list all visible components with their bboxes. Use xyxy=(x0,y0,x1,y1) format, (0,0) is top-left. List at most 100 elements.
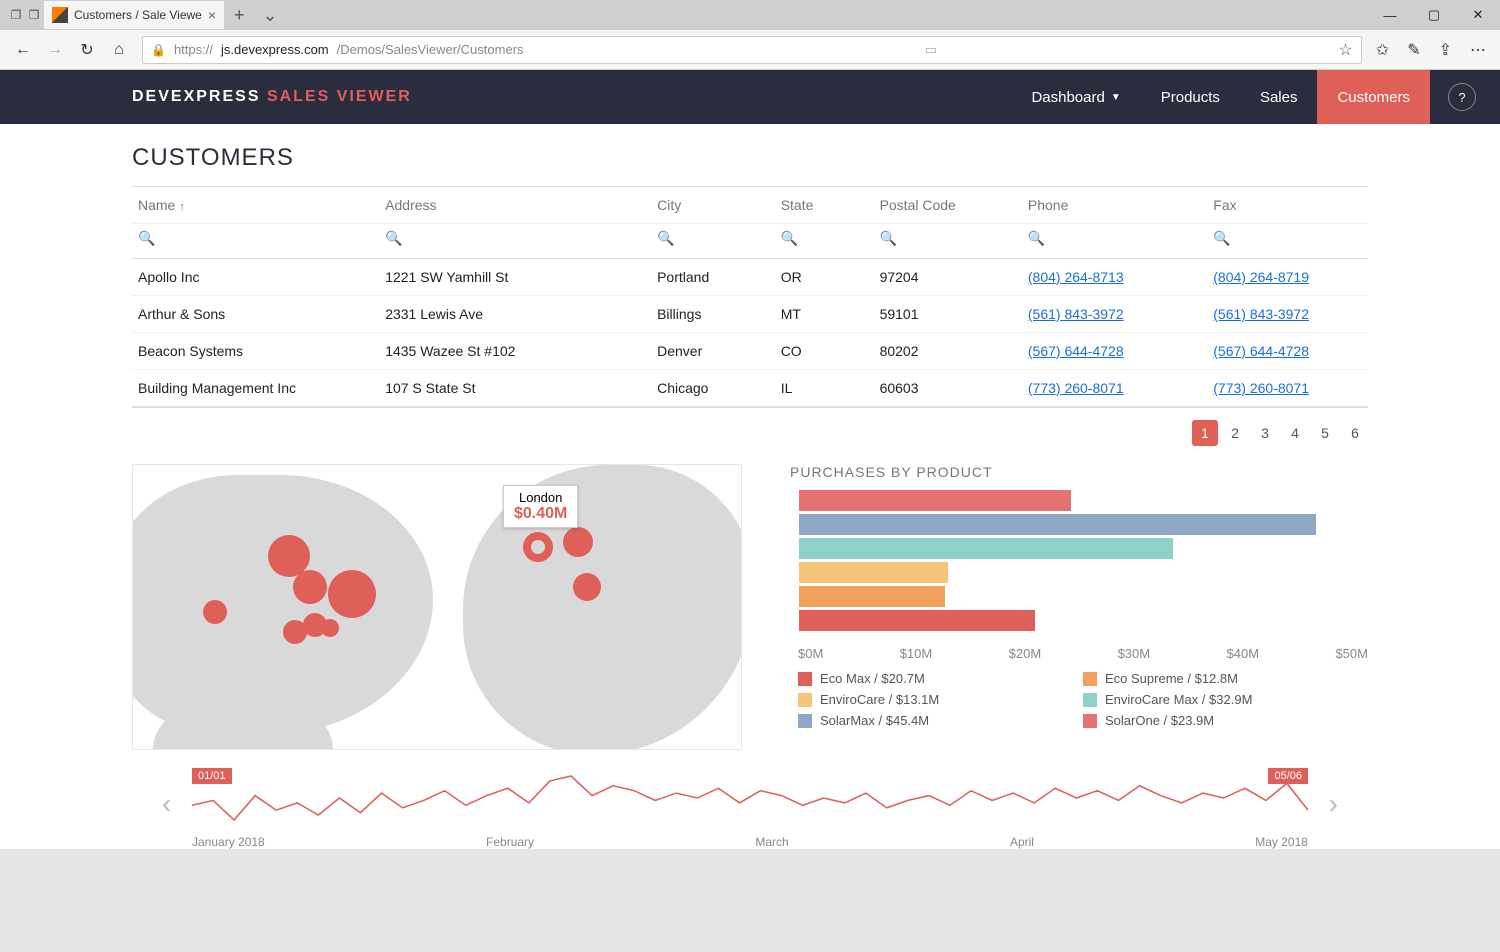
chart-title: PURCHASES BY PRODUCT xyxy=(790,464,1368,480)
page-button[interactable]: 1 xyxy=(1192,420,1218,446)
table-cell: Billings xyxy=(651,296,775,333)
bar-row[interactable] xyxy=(799,562,1368,583)
reading-icon[interactable]: ▭ xyxy=(925,42,937,58)
share-icon[interactable]: ⇪ xyxy=(1439,40,1452,60)
legend-item[interactable]: EnviroCare Max / $32.9M xyxy=(1083,692,1368,707)
search-icon[interactable]: 🔍 xyxy=(1213,230,1230,246)
cascade-icon[interactable]: ❐ xyxy=(8,8,24,22)
search-icon[interactable]: 🔍 xyxy=(385,230,402,246)
search-icon[interactable]: 🔍 xyxy=(657,230,674,246)
search-icon[interactable]: 🔍 xyxy=(880,230,897,246)
search-icon[interactable]: 🔍 xyxy=(138,230,155,246)
customers-grid: Name↑AddressCityStatePostal CodePhoneFax… xyxy=(132,186,1368,408)
timeline-month-label: April xyxy=(1010,835,1034,849)
page-button[interactable]: 6 xyxy=(1342,420,1368,446)
home-button[interactable]: ⌂ xyxy=(110,41,128,59)
timeline-start-handle[interactable]: 01/01 xyxy=(192,768,232,784)
column-header[interactable]: Address xyxy=(379,187,651,224)
nav-item-customers[interactable]: Customers xyxy=(1317,70,1430,124)
table-cell: Building Management Inc xyxy=(132,370,379,408)
fax-link[interactable]: (567) 644-4728 xyxy=(1213,343,1309,359)
browser-tab[interactable]: Customers / Sale Viewe × xyxy=(44,1,224,29)
timeline-prev-button[interactable]: ‹ xyxy=(162,788,171,820)
bar-chart[interactable] xyxy=(798,490,1368,640)
page-button[interactable]: 4 xyxy=(1282,420,1308,446)
map-bubble[interactable] xyxy=(563,527,593,557)
close-window-button[interactable]: ✕ xyxy=(1456,0,1500,30)
fax-link[interactable]: (804) 264-8719 xyxy=(1213,269,1309,285)
phone-link[interactable]: (773) 260-8071 xyxy=(1028,380,1124,396)
table-row[interactable]: Apollo Inc1221 SW Yamhill StPortlandOR97… xyxy=(132,259,1368,296)
fax-link[interactable]: (773) 260-8071 xyxy=(1213,380,1309,396)
legend-item[interactable]: Eco Max / $20.7M xyxy=(798,671,1083,686)
map-bubble[interactable] xyxy=(328,570,376,618)
forward-button[interactable]: → xyxy=(46,41,64,59)
timeline-next-button[interactable]: › xyxy=(1329,788,1338,820)
legend-item[interactable]: EnviroCare / $13.1M xyxy=(798,692,1083,707)
cascade2-icon[interactable]: ❐ xyxy=(26,8,42,22)
help-button[interactable]: ? xyxy=(1448,83,1476,111)
table-cell: Apollo Inc xyxy=(132,259,379,296)
legend-item[interactable]: SolarMax / $45.4M xyxy=(798,713,1083,728)
timeline-month-label: February xyxy=(486,835,534,849)
column-header[interactable]: State xyxy=(775,187,874,224)
nav-item-dashboard[interactable]: Dashboard▼ xyxy=(1011,70,1140,124)
maximize-button[interactable]: ▢ xyxy=(1412,0,1456,30)
map-bubble[interactable] xyxy=(203,600,227,624)
map-bubble[interactable] xyxy=(573,573,601,601)
tabs-dropdown-icon[interactable]: ⌄ xyxy=(255,5,286,26)
notes-icon[interactable]: ✎ xyxy=(1407,40,1420,60)
bar-row[interactable] xyxy=(799,538,1368,559)
refresh-button[interactable]: ↻ xyxy=(78,40,96,60)
legend-item[interactable]: Eco Supreme / $12.8M xyxy=(1083,671,1368,686)
legend-item[interactable]: SolarOne / $23.9M xyxy=(1083,713,1368,728)
favorite-icon[interactable]: ☆ xyxy=(1338,40,1352,60)
more-icon[interactable]: ⋯ xyxy=(1470,40,1486,60)
table-row[interactable]: Arthur & Sons2331 Lewis AveBillingsMT591… xyxy=(132,296,1368,333)
bar-row[interactable] xyxy=(799,490,1368,511)
back-button[interactable]: ← xyxy=(14,41,32,59)
close-tab-icon[interactable]: × xyxy=(208,7,216,23)
nav-item-products[interactable]: Products xyxy=(1141,70,1240,124)
timeline-axis: January 2018FebruaryMarchAprilMay 2018 xyxy=(192,835,1308,849)
url-host: js.devexpress.com xyxy=(221,42,329,57)
legend-swatch xyxy=(798,693,812,707)
brand-logo[interactable]: DEVEXPRESS SALES VIEWER xyxy=(132,88,412,106)
table-row[interactable]: Building Management Inc107 S State StChi… xyxy=(132,370,1368,408)
table-cell: IL xyxy=(775,370,874,408)
phone-link[interactable]: (804) 264-8713 xyxy=(1028,269,1124,285)
page-button[interactable]: 2 xyxy=(1222,420,1248,446)
table-row[interactable]: Beacon Systems1435 Wazee St #102DenverCO… xyxy=(132,333,1368,370)
column-header[interactable]: City xyxy=(651,187,775,224)
column-header[interactable]: Postal Code xyxy=(874,187,1022,224)
nav-item-sales[interactable]: Sales xyxy=(1240,70,1318,124)
bar-row[interactable] xyxy=(799,514,1368,535)
map-bubble[interactable] xyxy=(293,570,327,604)
page-button[interactable]: 3 xyxy=(1252,420,1278,446)
table-cell: Arthur & Sons xyxy=(132,296,379,333)
table-cell: 1221 SW Yamhill St xyxy=(379,259,651,296)
search-icon[interactable]: 🔍 xyxy=(781,230,798,246)
map-bubble[interactable] xyxy=(321,619,339,637)
minimize-button[interactable]: — xyxy=(1368,0,1412,30)
search-icon[interactable]: 🔍 xyxy=(1028,230,1045,246)
timeline-end-handle[interactable]: 05/06 xyxy=(1268,768,1308,784)
app-header: DEVEXPRESS SALES VIEWER Dashboard▼Produc… xyxy=(0,70,1500,124)
map-bubble-selected[interactable] xyxy=(523,532,553,562)
column-header[interactable]: Name↑ xyxy=(132,187,379,224)
new-tab-button[interactable]: + xyxy=(226,5,253,26)
bar-row[interactable] xyxy=(799,586,1368,607)
bar-row[interactable] xyxy=(799,610,1368,631)
page-button[interactable]: 5 xyxy=(1312,420,1338,446)
phone-link[interactable]: (567) 644-4728 xyxy=(1028,343,1124,359)
column-header[interactable]: Fax xyxy=(1207,187,1368,224)
map-panel[interactable]: London$0.40M xyxy=(132,464,742,750)
grid-filter-row: 🔍 🔍 🔍 🔍 🔍 🔍 🔍 xyxy=(132,224,1368,259)
timeline[interactable]: ‹ › 01/01 05/06 January 2018FebruaryMarc… xyxy=(192,770,1308,849)
fax-link[interactable]: (561) 843-3972 xyxy=(1213,306,1309,322)
favorites-icon[interactable]: ✩ xyxy=(1376,40,1389,60)
grid-body: Apollo Inc1221 SW Yamhill StPortlandOR97… xyxy=(132,259,1368,408)
url-input[interactable]: 🔒 https://js.devexpress.com/Demos/SalesV… xyxy=(142,36,1362,64)
phone-link[interactable]: (561) 843-3972 xyxy=(1028,306,1124,322)
column-header[interactable]: Phone xyxy=(1022,187,1207,224)
